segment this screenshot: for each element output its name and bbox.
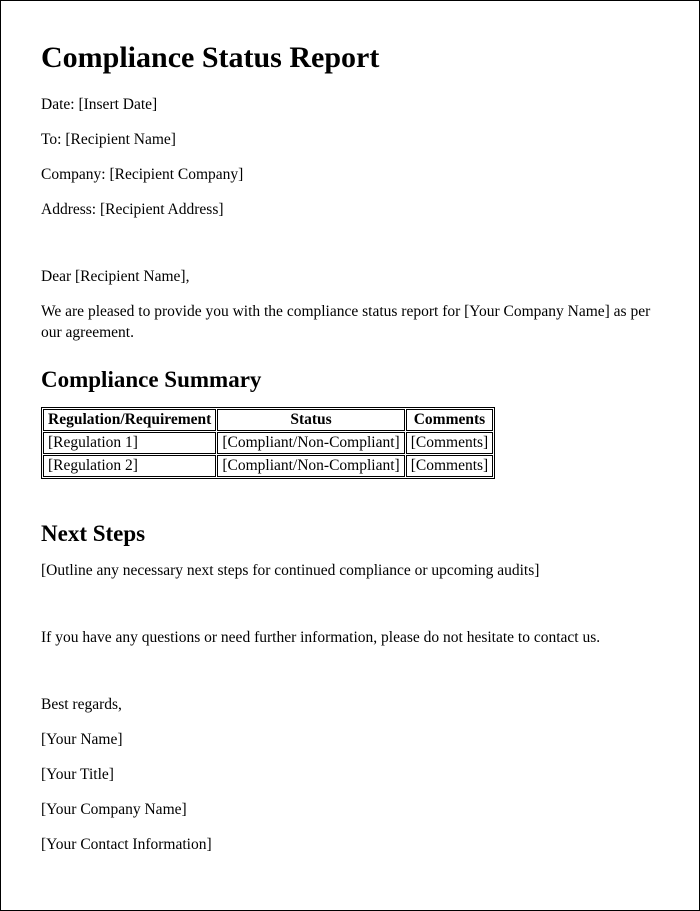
cell-regulation: [Regulation 1] — [43, 432, 216, 454]
date-label: Date: — [41, 96, 75, 113]
cell-comments: [Comments] — [406, 455, 494, 477]
col-header-regulation: Regulation/Requirement — [43, 409, 216, 431]
cell-status: [Compliant/Non-Compliant] — [217, 455, 404, 477]
cell-status: [Compliant/Non-Compliant] — [217, 432, 404, 454]
compliance-table: Regulation/Requirement Status Comments [… — [41, 407, 495, 479]
next-steps-heading: Next Steps — [41, 521, 659, 547]
signoff-name: [Your Name] — [41, 730, 659, 751]
col-header-comments: Comments — [406, 409, 494, 431]
to-label: To: — [41, 131, 61, 148]
company-label: Company: — [41, 166, 106, 183]
company-value: [Recipient Company] — [109, 166, 243, 183]
summary-heading: Compliance Summary — [41, 367, 659, 393]
table-row: [Regulation 2] [Compliant/Non-Compliant]… — [43, 455, 493, 477]
table-header-row: Regulation/Requirement Status Comments — [43, 409, 493, 431]
company-line: Company: [Recipient Company] — [41, 165, 659, 186]
signoff-contact: [Your Contact Information] — [41, 835, 659, 856]
signoff-regards: Best regards, — [41, 695, 659, 716]
salutation: Dear [Recipient Name], — [41, 267, 659, 288]
date-value: [Insert Date] — [78, 96, 157, 113]
intro-paragraph: We are pleased to provide you with the c… — [41, 302, 659, 344]
signoff-title: [Your Title] — [41, 765, 659, 786]
address-value: [Recipient Address] — [100, 201, 224, 218]
spacer — [41, 479, 659, 497]
spacer — [41, 596, 659, 614]
spacer — [41, 663, 659, 681]
address-label: Address: — [41, 201, 96, 218]
table-row: [Regulation 1] [Compliant/Non-Compliant]… — [43, 432, 493, 454]
to-value: [Recipient Name] — [65, 131, 176, 148]
address-line: Address: [Recipient Address] — [41, 200, 659, 221]
signoff-company: [Your Company Name] — [41, 800, 659, 821]
document-page: Compliance Status Report Date: [Insert D… — [0, 0, 700, 911]
page-title: Compliance Status Report — [41, 41, 659, 75]
col-header-status: Status — [217, 409, 404, 431]
spacer — [41, 235, 659, 253]
date-line: Date: [Insert Date] — [41, 95, 659, 116]
to-line: To: [Recipient Name] — [41, 130, 659, 151]
closing-help: If you have any questions or need furthe… — [41, 628, 659, 649]
next-steps-body: [Outline any necessary next steps for co… — [41, 561, 659, 582]
cell-regulation: [Regulation 2] — [43, 455, 216, 477]
cell-comments: [Comments] — [406, 432, 494, 454]
